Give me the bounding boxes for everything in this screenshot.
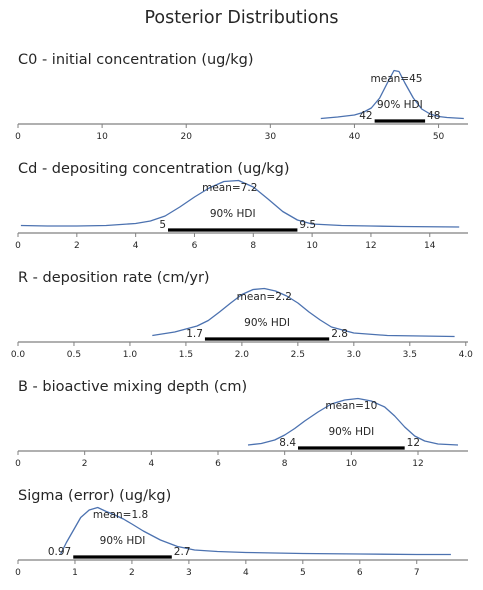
hdi-low-label: 1.7 xyxy=(186,328,203,340)
x-tick-label: 2 xyxy=(129,568,135,578)
x-tick-label: 0 xyxy=(15,568,21,578)
x-tick-label: 8 xyxy=(250,241,256,251)
hdi-label: 90% HDI xyxy=(210,208,256,220)
hdi-label: 90% HDI xyxy=(377,99,423,111)
x-tick-label: 10 xyxy=(346,459,358,469)
hdi-low-label: 8.4 xyxy=(279,437,296,449)
x-tick-label: 6 xyxy=(192,241,198,251)
x-tick-label: 12 xyxy=(412,459,423,469)
x-tick-label: 1 xyxy=(72,568,78,578)
x-tick-label: 40 xyxy=(349,132,361,142)
hdi-high-label: 2.7 xyxy=(174,546,191,558)
hdi-low-label: 5 xyxy=(159,219,166,231)
mean-label: mean=10 xyxy=(325,400,377,412)
panel-4: Sigma (error) (ug/kg) 0 1 2 3 4 5 6 7 90% HDI 0.97… xyxy=(15,488,468,578)
x-tick-label: 10 xyxy=(96,132,108,142)
hdi-low-label: 0.97 xyxy=(48,546,71,558)
x-tick-label: 4 xyxy=(148,459,154,469)
mean-label: mean=45 xyxy=(371,73,423,85)
kde-curve xyxy=(60,506,451,556)
x-tick-label: 3.5 xyxy=(403,350,417,360)
hdi-label: 90% HDI xyxy=(244,317,290,329)
x-tick-label: 6 xyxy=(215,459,221,469)
x-tick-label: 0.0 xyxy=(11,350,26,360)
x-tick-label: 6 xyxy=(357,568,363,578)
x-tick-label: 12 xyxy=(365,241,376,251)
hdi-high-label: 2.8 xyxy=(331,328,348,340)
x-tick-label: 0 xyxy=(15,132,21,142)
x-tick-label: 2.0 xyxy=(235,350,250,360)
x-tick-label: 5 xyxy=(300,568,306,578)
x-tick-label: 4.0 xyxy=(459,350,474,360)
kde-curve xyxy=(247,397,459,446)
panel-2: R - deposition rate (cm/yr) 0.0 0.5 1.0 1.5 2… xyxy=(11,270,473,360)
x-tick-label: 8 xyxy=(282,459,288,469)
panel-3: B - bioactive mixing depth (cm) 0 2 4 6 8 10 12… xyxy=(15,379,468,469)
panel-title: B - bioactive mixing depth (cm) xyxy=(18,379,247,395)
panel-1: Cd - depositing concentration (ug/kg) 0 2 4… xyxy=(15,161,468,251)
panel-title: R - deposition rate (cm/yr) xyxy=(18,270,210,286)
hdi-high-label: 48 xyxy=(427,110,440,122)
x-tick-label: 20 xyxy=(180,132,192,142)
x-tick-label: 3 xyxy=(186,568,192,578)
panel-title: Cd - depositing concentration (ug/kg) xyxy=(18,161,290,177)
hdi-high-label: 9.5 xyxy=(299,219,316,231)
x-tick-label: 30 xyxy=(265,132,277,142)
panel-title: Sigma (error) (ug/kg) xyxy=(18,488,171,504)
x-tick-label: 4 xyxy=(133,241,139,251)
mean-label: mean=2.2 xyxy=(237,291,292,303)
x-tick-label: 3.0 xyxy=(347,350,362,360)
figure-title: Posterior Distributions xyxy=(144,8,339,28)
x-tick-label: 2.5 xyxy=(291,350,305,360)
panel-0: C0 - initial concentration (ug/kg) 0 10 20 3… xyxy=(15,52,468,142)
hdi-label: 90% HDI xyxy=(100,535,146,547)
panel-title: C0 - initial concentration (ug/kg) xyxy=(18,52,254,68)
mean-label: mean=1.8 xyxy=(93,509,148,521)
x-tick-label: 0.5 xyxy=(67,350,81,360)
kde-curve xyxy=(152,287,455,338)
x-tick-label: 1.0 xyxy=(123,350,138,360)
hdi-high-label: 12 xyxy=(407,437,420,449)
x-tick-label: 0 xyxy=(15,459,21,469)
x-tick-label: 50 xyxy=(433,132,445,142)
kde-curve xyxy=(20,179,460,228)
x-tick-label: 1.5 xyxy=(179,350,193,360)
x-tick-label: 7 xyxy=(414,568,420,578)
x-tick-label: 10 xyxy=(306,241,318,251)
mean-label: mean=7.2 xyxy=(202,182,257,194)
hdi-label: 90% HDI xyxy=(328,426,374,438)
x-tick-label: 2 xyxy=(82,459,88,469)
x-tick-label: 0 xyxy=(15,241,21,251)
hdi-low-label: 42 xyxy=(359,110,372,122)
x-tick-label: 4 xyxy=(243,568,249,578)
kde-curve xyxy=(320,69,464,120)
x-tick-label: 14 xyxy=(424,241,436,251)
x-tick-label: 2 xyxy=(74,241,80,251)
